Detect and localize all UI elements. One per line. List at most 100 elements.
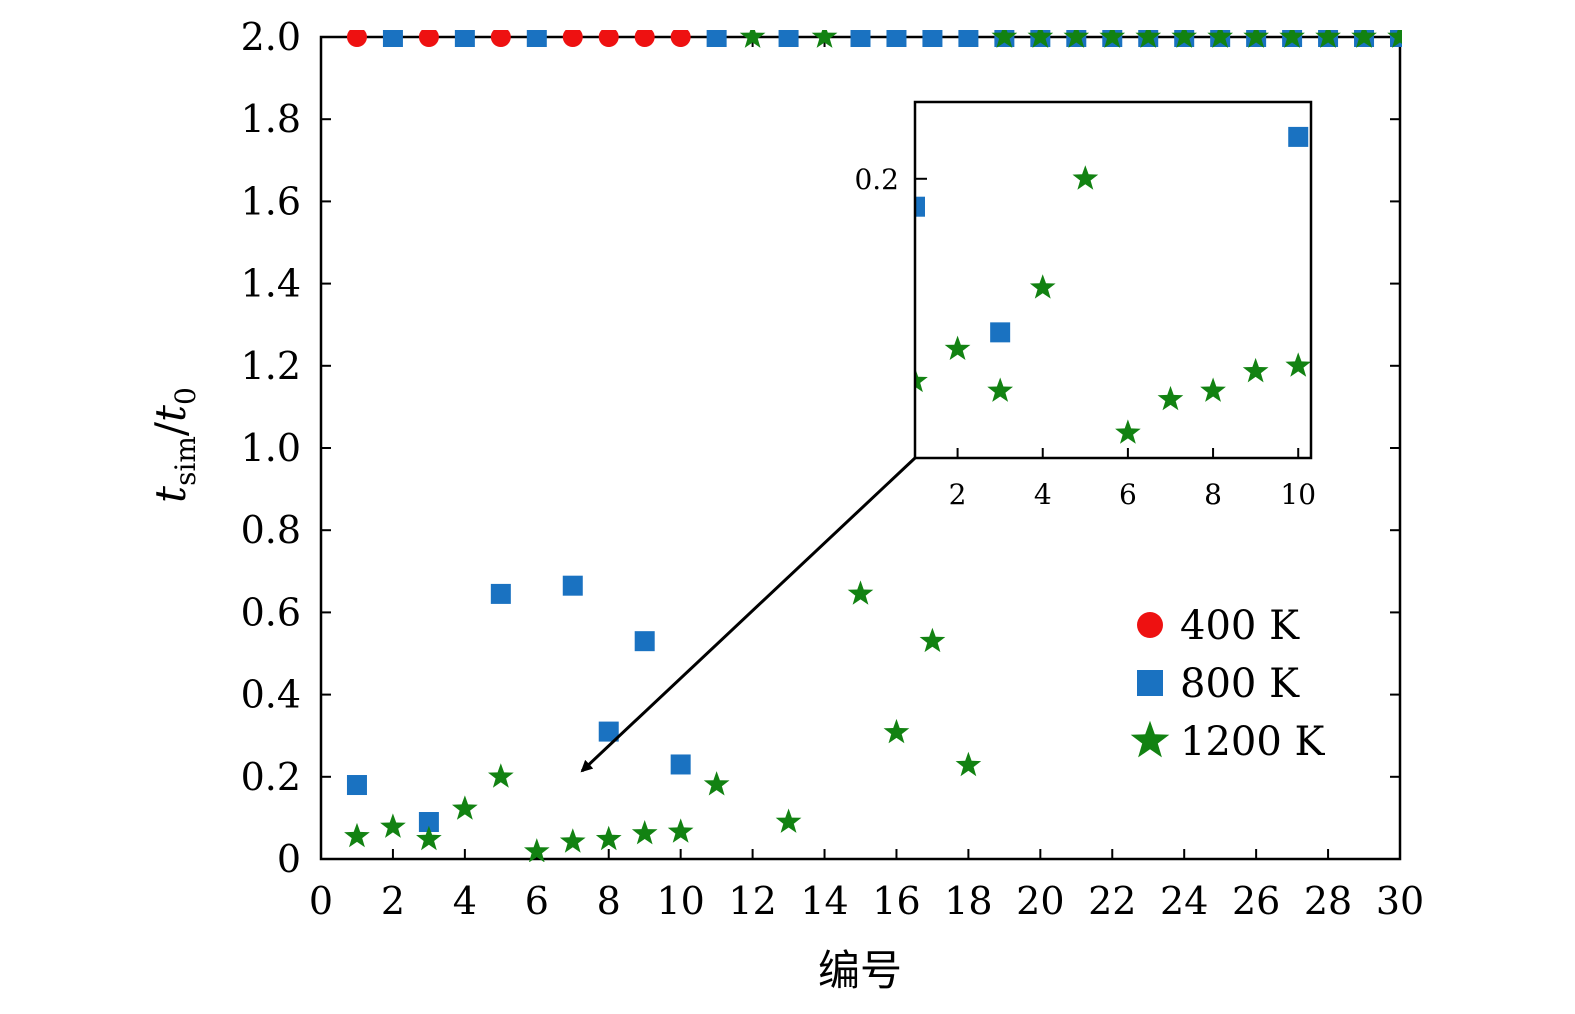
point-800k <box>598 721 619 742</box>
x-tick-label: 16 <box>872 879 920 923</box>
point-400k <box>346 30 367 47</box>
x-tick-label: 28 <box>1304 879 1352 923</box>
inset-point-1200k <box>987 377 1013 402</box>
point-1200k <box>1207 30 1233 48</box>
point-800k <box>778 30 799 47</box>
y-tick-label: 0.2 <box>241 755 301 799</box>
point-1200k <box>1315 30 1341 48</box>
point-1200k <box>703 771 730 796</box>
legend-1200k-marker <box>1130 720 1170 758</box>
inset-background <box>915 102 1311 458</box>
x-tick-label: 2 <box>381 879 405 923</box>
y-tick-label: 1.8 <box>241 97 301 141</box>
inset-x-tick-label: 4 <box>1034 478 1052 511</box>
x-axis-label: 编号 <box>818 946 902 995</box>
x-tick-label: 12 <box>728 879 776 923</box>
point-1200k <box>595 825 622 851</box>
point-1200k <box>344 822 370 848</box>
point-1200k <box>1135 30 1162 48</box>
x-tick-label: 18 <box>944 879 992 923</box>
point-800k <box>346 775 367 796</box>
point-1200k <box>1387 30 1402 48</box>
x-tick-label: 20 <box>1016 879 1064 923</box>
inset-point-1200k <box>1029 274 1056 299</box>
inset-points <box>915 126 1311 444</box>
inset-x-tick-label: 2 <box>949 478 967 511</box>
x-tick-label: 14 <box>800 879 848 923</box>
point-1200k <box>667 818 694 843</box>
point-1200k <box>416 825 442 851</box>
point-1200k <box>488 763 514 788</box>
y-tick-label: 1.4 <box>241 262 301 306</box>
point-1200k <box>1243 30 1269 48</box>
x-tick-label: 10 <box>656 879 704 923</box>
point-1200k <box>1099 30 1126 48</box>
point-1200k <box>631 820 658 845</box>
point-400k <box>670 30 691 47</box>
inset-point-800k <box>915 196 925 217</box>
main-points <box>344 30 1402 862</box>
y-tick-label: 2.0 <box>241 15 301 59</box>
point-1200k <box>1279 30 1305 48</box>
x-tick-label: 4 <box>453 879 477 923</box>
main-tick-group: 0 2 4 6 8 10 12 14 16 18 20 22 24 26 28 3000.20.40.60.8… <box>241 15 1425 923</box>
x-tick-label: 0 <box>309 879 333 923</box>
y-axis-label: tsim/t0 <box>146 387 202 503</box>
point-400k <box>418 30 439 47</box>
point-400k <box>598 30 619 47</box>
point-1200k <box>1171 30 1197 48</box>
point-1200k <box>811 30 838 48</box>
point-800k <box>418 812 439 833</box>
y-label-slash: / <box>146 421 195 436</box>
point-1200k <box>775 808 802 833</box>
x-tick-label: 30 <box>1376 879 1424 923</box>
point-1200k <box>739 30 766 48</box>
inset-frame <box>913 100 1313 460</box>
legend: 400 K 800 K 1200 K <box>1130 603 1326 765</box>
y-label-sub: sim <box>169 436 202 486</box>
y-label-main: t <box>146 486 195 503</box>
point-800k <box>454 30 475 47</box>
inset-x-tick-label: 8 <box>1204 478 1222 511</box>
y-label-den: t <box>146 405 195 422</box>
point-400k <box>562 30 583 47</box>
point-1200k <box>1063 30 1090 48</box>
point-400k <box>634 30 655 47</box>
point-1200k <box>955 751 982 777</box>
svg-text:tsim/t0: tsim/t0 <box>146 387 202 503</box>
legend-400k-marker <box>1137 612 1163 638</box>
point-1200k <box>847 580 874 605</box>
point-800k <box>562 575 583 596</box>
point-1200k <box>991 30 1018 48</box>
point-400k <box>490 30 511 47</box>
legend-1200k-label: 1200 K <box>1180 719 1326 765</box>
inset-point-1200k <box>1285 352 1311 377</box>
inset-point-1200k <box>1072 165 1099 190</box>
point-1200k <box>380 813 406 838</box>
inset-tick-group: 2 4 6 8 10 0.2 <box>854 163 1316 511</box>
point-1200k <box>452 795 478 820</box>
point-800k <box>490 583 511 604</box>
inset-point-800k <box>1288 126 1309 147</box>
x-tick-label: 24 <box>1160 879 1208 923</box>
inset-point-1200k <box>1115 419 1141 444</box>
inset-point-800k <box>990 322 1011 343</box>
point-1200k <box>1351 30 1377 48</box>
point-800k <box>922 30 943 47</box>
point-800k <box>670 754 691 775</box>
point-800k <box>526 30 547 47</box>
x-tick-label: 6 <box>525 879 549 923</box>
point-1200k <box>559 828 586 853</box>
point-800k <box>382 30 403 47</box>
y-tick-label: 0 <box>277 837 301 881</box>
y-tick-label: 0.8 <box>241 508 301 552</box>
inset-point-1200k <box>1157 385 1184 411</box>
x-tick-label: 26 <box>1232 879 1280 923</box>
point-800k <box>634 631 655 652</box>
inset-point-1200k <box>944 335 971 360</box>
point-1200k <box>524 838 550 862</box>
y-label-den-sub: 0 <box>169 387 202 405</box>
point-800k <box>706 30 727 47</box>
point-1200k <box>919 627 946 653</box>
